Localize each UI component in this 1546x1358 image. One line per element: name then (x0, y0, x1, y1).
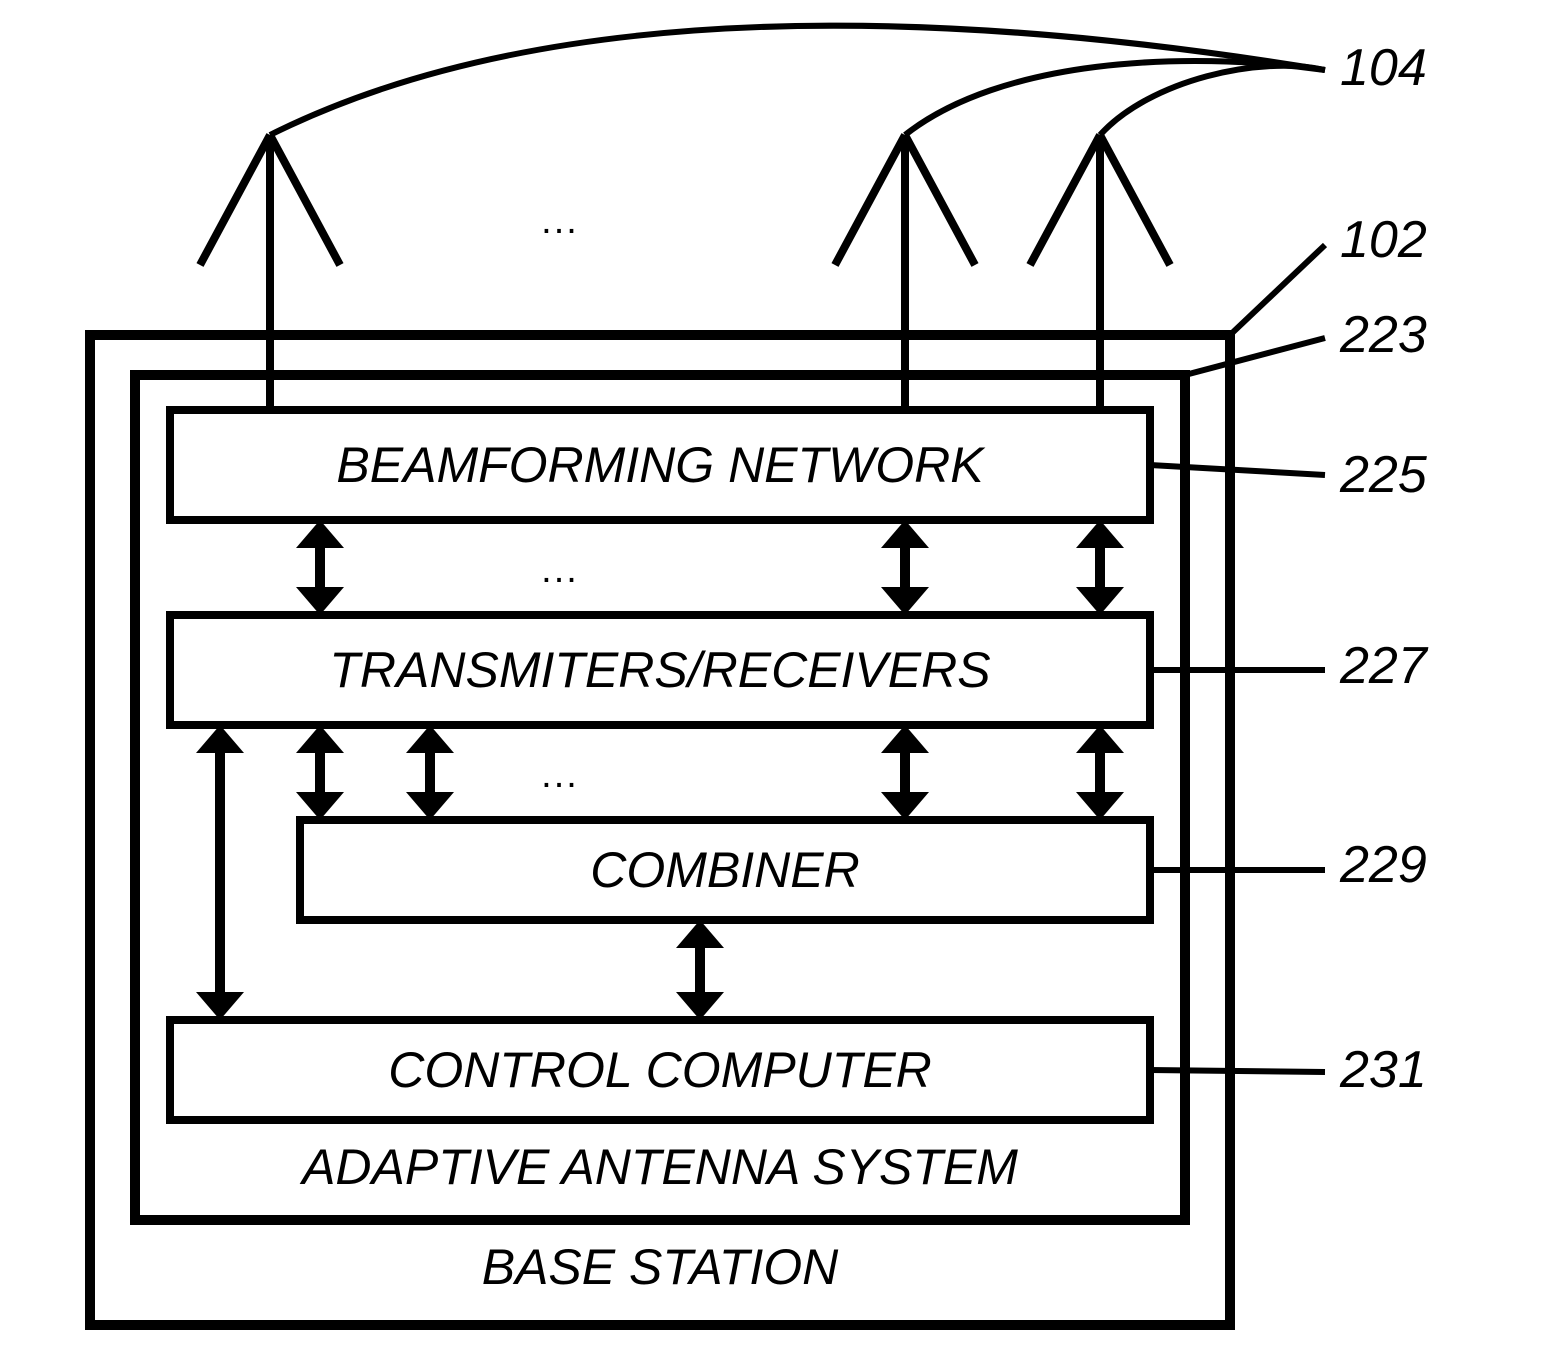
ellipsis-antennas: ... (541, 200, 579, 243)
inner-caption: ADAPTIVE ANTENNA SYSTEM (302, 1138, 1018, 1196)
ref-104: 104 (1340, 38, 1427, 98)
combiner-label: COMBINER (590, 841, 859, 899)
ellipsis-row2: ... (541, 754, 579, 797)
outer-caption: BASE STATION (482, 1238, 839, 1296)
ref-231: 231 (1340, 1040, 1427, 1100)
ref-223: 223 (1340, 305, 1427, 365)
control-label: CONTROL COMPUTER (388, 1041, 932, 1099)
ref-227: 227 (1340, 636, 1427, 696)
ellipsis-row1: ... (541, 549, 579, 592)
beamforming-label: BEAMFORMING NETWORK (336, 436, 983, 494)
ref-229: 229 (1340, 835, 1427, 895)
txrx-label: TRANSMITERS/RECEIVERS (329, 641, 990, 699)
ref-225: 225 (1340, 445, 1427, 505)
ref-102: 102 (1340, 210, 1427, 270)
